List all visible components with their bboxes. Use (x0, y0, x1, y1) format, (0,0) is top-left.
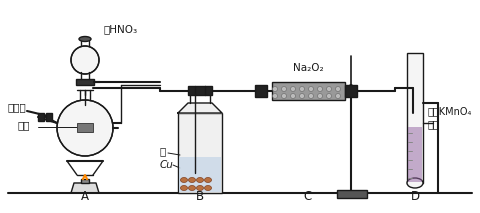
Bar (272, 82, 345, 100)
Ellipse shape (180, 186, 188, 190)
Circle shape (317, 86, 323, 92)
Ellipse shape (407, 178, 423, 188)
Polygon shape (71, 183, 99, 193)
Circle shape (281, 94, 287, 98)
Text: 酸性KMnO₄
溶液: 酸性KMnO₄ 溶液 (428, 106, 472, 130)
Bar (408, 127, 422, 182)
Circle shape (326, 94, 332, 98)
Ellipse shape (196, 186, 204, 190)
Text: Na₂O₂: Na₂O₂ (293, 63, 324, 73)
Ellipse shape (204, 177, 212, 183)
Ellipse shape (189, 186, 195, 190)
Ellipse shape (79, 36, 91, 42)
Circle shape (57, 100, 113, 156)
Ellipse shape (196, 177, 204, 183)
Bar (188, 86, 212, 95)
Text: 水: 水 (160, 146, 166, 156)
Text: 木炭: 木炭 (17, 120, 30, 130)
Circle shape (71, 46, 99, 74)
Circle shape (309, 94, 313, 98)
Bar (38, 113, 44, 121)
Text: D: D (410, 190, 420, 203)
Circle shape (309, 86, 313, 92)
Text: 弹簧夹: 弹簧夹 (8, 102, 27, 112)
Circle shape (300, 86, 304, 92)
Ellipse shape (180, 177, 188, 183)
Text: B: B (196, 190, 204, 203)
Bar (407, 53, 423, 183)
Text: C: C (304, 190, 312, 203)
Circle shape (326, 86, 332, 92)
Bar (179, 157, 221, 192)
Ellipse shape (189, 177, 195, 183)
Circle shape (273, 86, 277, 92)
Text: A: A (81, 190, 89, 203)
Circle shape (336, 94, 340, 98)
Polygon shape (178, 103, 222, 113)
Circle shape (300, 94, 304, 98)
Text: 浓HNO₃: 浓HNO₃ (103, 24, 137, 34)
Bar (81, 179, 89, 183)
Bar (255, 85, 267, 97)
Bar (46, 113, 52, 121)
Ellipse shape (204, 186, 212, 190)
Circle shape (290, 86, 296, 92)
Bar (178, 113, 222, 193)
Circle shape (281, 86, 287, 92)
Circle shape (273, 94, 277, 98)
Bar (345, 85, 357, 97)
Circle shape (317, 94, 323, 98)
Bar (337, 190, 367, 198)
Text: Cu: Cu (160, 160, 174, 170)
Bar (77, 123, 93, 132)
Circle shape (336, 86, 340, 92)
Circle shape (290, 94, 296, 98)
Bar (76, 79, 94, 85)
